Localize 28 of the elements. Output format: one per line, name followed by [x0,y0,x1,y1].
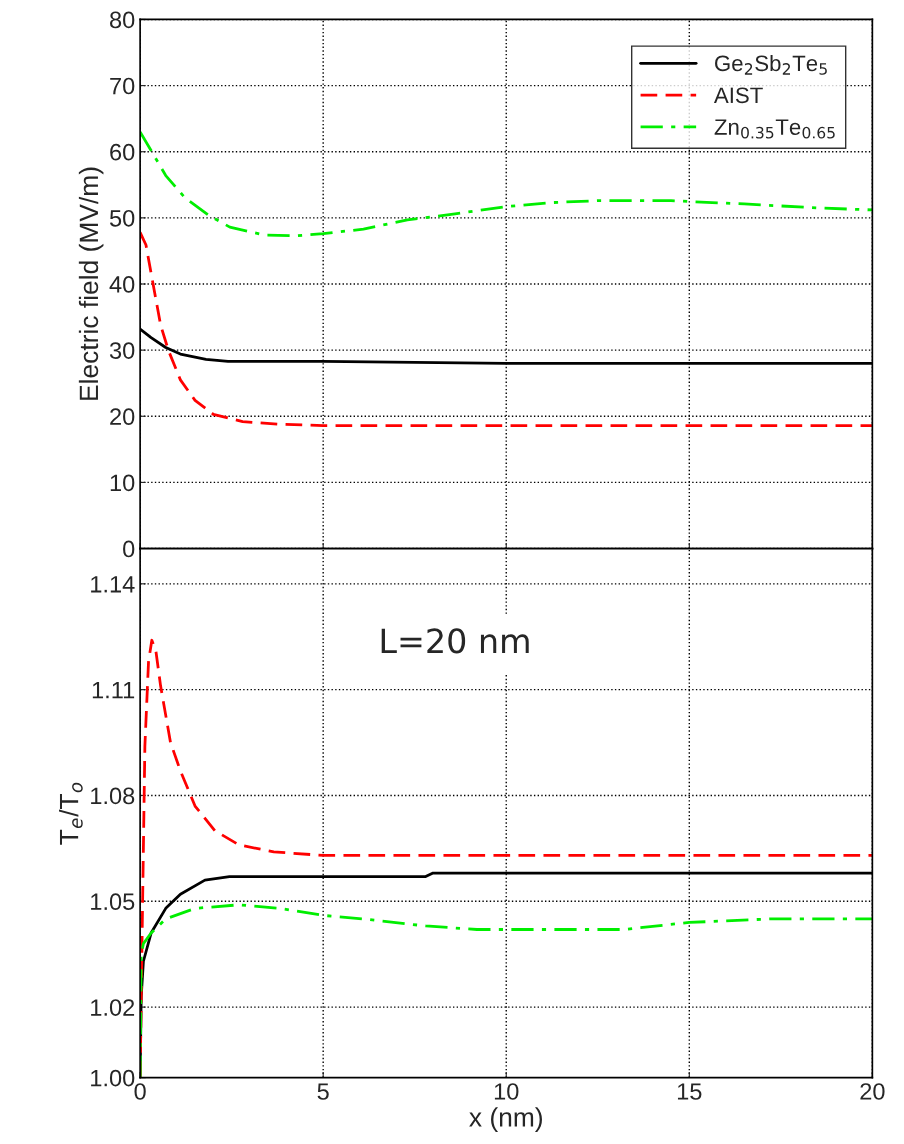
x-tick-label: 15 [677,1083,702,1100]
y-tick-label: 80 [110,11,135,29]
x-tick-label: 5 [317,1083,329,1100]
x-tick-label: 0 [134,1083,146,1100]
annotation: L=20 nm [381,628,529,654]
x-tick-label: 20 [860,1083,885,1100]
y-tick-label: 60 [110,143,135,161]
y-tick-label: 70 [110,77,135,95]
x-axis-title: x (nm) [469,1107,542,1132]
y-axis-title: T$_{e}$/T$_{o}$ [59,782,83,845]
legend-label: Zn$_{0.35}$Te$_{0.65}$ [714,119,835,139]
y-tick-label: 20 [110,408,135,426]
line-series [140,231,873,427]
y-tick-label: 1.02 [91,999,135,1016]
legend-label: Ge$_{2}$Sb$_{2}$Te$_{5}$ [715,54,827,75]
y-axis-title: Electric field (MV/m) [78,167,104,400]
y-tick-label: 1.14 [91,576,135,593]
x-tick-label: 10 [494,1083,519,1100]
y-tick-label: 50 [109,209,135,227]
y-tick-label: 30 [109,342,135,359]
y-tick-label: 1.11 [92,681,135,699]
y-tick-label: 0 [123,540,135,558]
y-tick-label: 1.00 [91,1069,135,1087]
y-tick-label: 40 [109,276,135,293]
y-tick-label: 1.05 [91,893,135,911]
y-tick-label: 1.08 [91,787,135,805]
y-tick-label: 10 [110,474,135,492]
legend-label: AIST [713,87,763,104]
